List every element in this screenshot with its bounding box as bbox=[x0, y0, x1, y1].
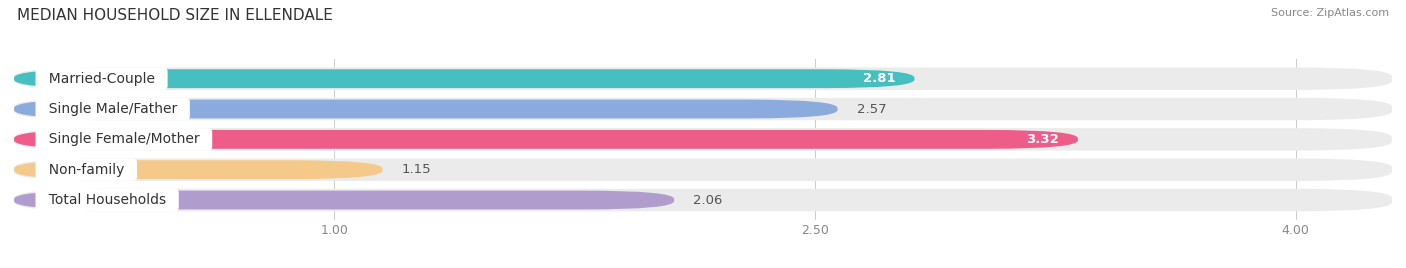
Text: Total Households: Total Households bbox=[39, 193, 174, 207]
FancyBboxPatch shape bbox=[14, 160, 382, 179]
Text: MEDIAN HOUSEHOLD SIZE IN ELLENDALE: MEDIAN HOUSEHOLD SIZE IN ELLENDALE bbox=[17, 8, 333, 23]
FancyBboxPatch shape bbox=[14, 128, 1392, 151]
FancyBboxPatch shape bbox=[14, 189, 1392, 211]
Text: 1.15: 1.15 bbox=[402, 163, 432, 176]
FancyBboxPatch shape bbox=[14, 158, 1392, 181]
FancyBboxPatch shape bbox=[14, 100, 838, 118]
Text: 3.32: 3.32 bbox=[1026, 133, 1059, 146]
FancyBboxPatch shape bbox=[14, 68, 1392, 90]
Text: Single Male/Father: Single Male/Father bbox=[39, 102, 186, 116]
Text: Single Female/Mother: Single Female/Mother bbox=[39, 132, 208, 146]
FancyBboxPatch shape bbox=[14, 98, 1392, 120]
Text: Non-family: Non-family bbox=[39, 163, 132, 177]
FancyBboxPatch shape bbox=[14, 69, 914, 88]
Text: 2.57: 2.57 bbox=[856, 103, 886, 116]
Text: 2.06: 2.06 bbox=[693, 193, 723, 207]
FancyBboxPatch shape bbox=[14, 191, 673, 210]
FancyBboxPatch shape bbox=[14, 130, 1078, 149]
Text: 2.81: 2.81 bbox=[863, 72, 896, 85]
Text: Married-Couple: Married-Couple bbox=[39, 72, 163, 86]
Text: Source: ZipAtlas.com: Source: ZipAtlas.com bbox=[1271, 8, 1389, 18]
